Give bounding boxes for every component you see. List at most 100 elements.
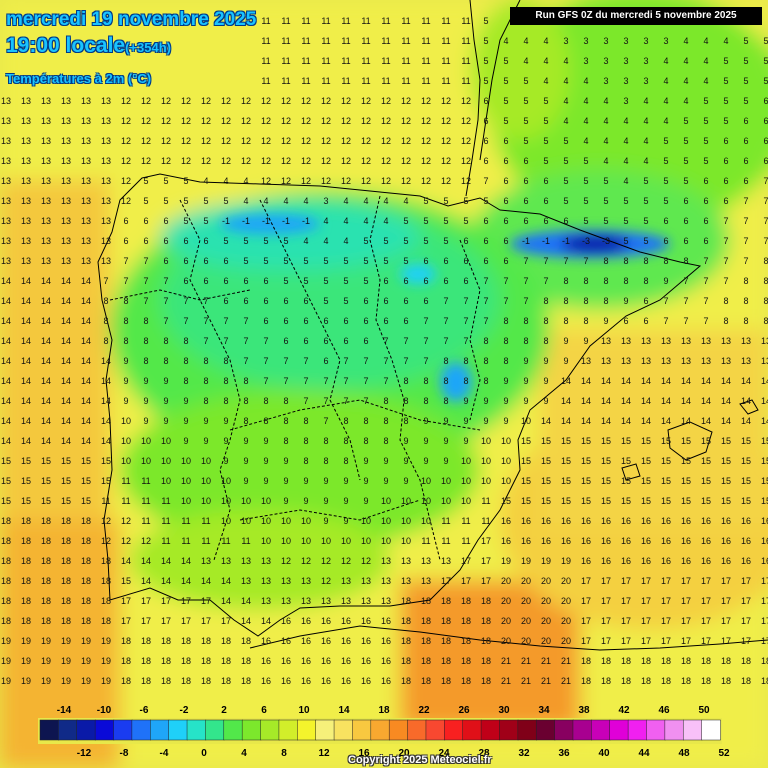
grid-value: 15 bbox=[681, 476, 691, 486]
grid-value: 16 bbox=[301, 676, 311, 686]
grid-value: 10 bbox=[421, 496, 431, 506]
grid-value: 17 bbox=[661, 596, 671, 606]
grid-value: 5 bbox=[463, 196, 468, 206]
grid-value: 18 bbox=[81, 576, 91, 586]
grid-value: 15 bbox=[1, 456, 11, 466]
grid-value: 11 bbox=[161, 516, 170, 526]
legend-label-bottom: -12 bbox=[77, 748, 92, 759]
grid-value: 20 bbox=[541, 616, 551, 626]
grid-value: 5 bbox=[703, 156, 708, 166]
grid-value: 15 bbox=[641, 496, 651, 506]
grid-value: 9 bbox=[403, 476, 408, 486]
grid-value: 7 bbox=[523, 296, 528, 306]
grid-value: 11 bbox=[381, 76, 390, 86]
grid-value: 11 bbox=[301, 76, 310, 86]
grid-value: 18 bbox=[61, 616, 71, 626]
grid-value: 12 bbox=[241, 136, 251, 146]
grid-value: 6 bbox=[423, 296, 428, 306]
legend-label-top: 34 bbox=[538, 705, 550, 716]
grid-value: 13 bbox=[761, 336, 768, 346]
grid-value: 11 bbox=[461, 516, 470, 526]
grid-value: 5 bbox=[163, 176, 168, 186]
grid-value: 11 bbox=[441, 76, 450, 86]
grid-value: 13 bbox=[81, 176, 91, 186]
grid-value: 11 bbox=[461, 76, 470, 86]
grid-value: -1 bbox=[522, 236, 530, 246]
grid-value: 12 bbox=[281, 96, 291, 106]
grid-value: 7 bbox=[723, 216, 728, 226]
grid-value: 8 bbox=[583, 316, 588, 326]
grid-value: 14 bbox=[81, 436, 91, 446]
grid-value: 17 bbox=[601, 636, 611, 646]
grid-value: 13 bbox=[81, 216, 91, 226]
grid-value: 18 bbox=[401, 596, 411, 606]
grid-value: 9 bbox=[563, 356, 568, 366]
grid-value: 3 bbox=[643, 76, 648, 86]
grid-value: 8 bbox=[123, 336, 128, 346]
grid-value: 12 bbox=[181, 96, 191, 106]
grid-value: 18 bbox=[421, 656, 431, 666]
grid-value: 8 bbox=[303, 416, 308, 426]
grid-value: 14 bbox=[661, 376, 671, 386]
grid-value: 16 bbox=[761, 556, 768, 566]
grid-value: 6 bbox=[383, 316, 388, 326]
grid-value: 8 bbox=[443, 396, 448, 406]
grid-value: 5 bbox=[283, 276, 288, 286]
grid-value: 7 bbox=[243, 356, 248, 366]
grid-value: 17 bbox=[701, 616, 711, 626]
grid-value: 10 bbox=[501, 456, 511, 466]
grid-value: 12 bbox=[101, 536, 111, 546]
grid-value: 14 bbox=[81, 276, 91, 286]
grid-value: 9 bbox=[143, 416, 148, 426]
grid-value: 9 bbox=[343, 516, 348, 526]
grid-value: 16 bbox=[361, 636, 371, 646]
grid-value: 13 bbox=[701, 336, 711, 346]
grid-value: 6 bbox=[663, 236, 668, 246]
grid-value: 13 bbox=[41, 156, 51, 166]
grid-value: 20 bbox=[521, 596, 531, 606]
grid-value: 13 bbox=[101, 256, 111, 266]
grid-value: 17 bbox=[621, 576, 631, 586]
grid-value: 15 bbox=[661, 476, 671, 486]
grid-value: 13 bbox=[21, 216, 31, 226]
grid-value: 6 bbox=[343, 336, 348, 346]
grid-value: 14 bbox=[81, 336, 91, 346]
grid-value: 4 bbox=[203, 176, 208, 186]
grid-value: 12 bbox=[181, 136, 191, 146]
grid-value: 12 bbox=[461, 96, 471, 106]
legend-swatch bbox=[94, 719, 115, 741]
grid-value: 12 bbox=[121, 536, 131, 546]
grid-value: 13 bbox=[1, 196, 11, 206]
grid-value: 11 bbox=[261, 16, 270, 26]
grid-value: 6 bbox=[463, 276, 468, 286]
grid-value: 19 bbox=[41, 676, 51, 686]
grid-value: 5 bbox=[563, 176, 568, 186]
grid-value: 11 bbox=[301, 36, 310, 46]
grid-value: 7 bbox=[163, 276, 168, 286]
grid-value: 5 bbox=[483, 16, 488, 26]
grid-value: 4 bbox=[603, 136, 608, 146]
grid-value: 9 bbox=[363, 456, 368, 466]
grid-value: 18 bbox=[1, 536, 11, 546]
grid-value: 13 bbox=[41, 96, 51, 106]
grid-value: 6 bbox=[443, 276, 448, 286]
grid-value: 5 bbox=[403, 216, 408, 226]
legend-swatch bbox=[462, 719, 482, 741]
grid-value: 6 bbox=[723, 176, 728, 186]
grid-value: 14 bbox=[81, 316, 91, 326]
grid-value: 12 bbox=[201, 96, 211, 106]
grid-value: 18 bbox=[661, 656, 671, 666]
grid-value: 15 bbox=[601, 496, 611, 506]
grid-value: 6 bbox=[263, 276, 268, 286]
grid-value: 7 bbox=[523, 256, 528, 266]
grid-value: 6 bbox=[143, 216, 148, 226]
grid-value: 5 bbox=[543, 156, 548, 166]
grid-value: 4 bbox=[583, 76, 588, 86]
grid-value: 14 bbox=[681, 376, 691, 386]
grid-value: 17 bbox=[661, 636, 671, 646]
grid-value: 13 bbox=[21, 196, 31, 206]
grid-value: 7 bbox=[403, 356, 408, 366]
grid-value: 5 bbox=[423, 236, 428, 246]
grid-value: 12 bbox=[281, 556, 291, 566]
grid-value: 18 bbox=[101, 556, 111, 566]
